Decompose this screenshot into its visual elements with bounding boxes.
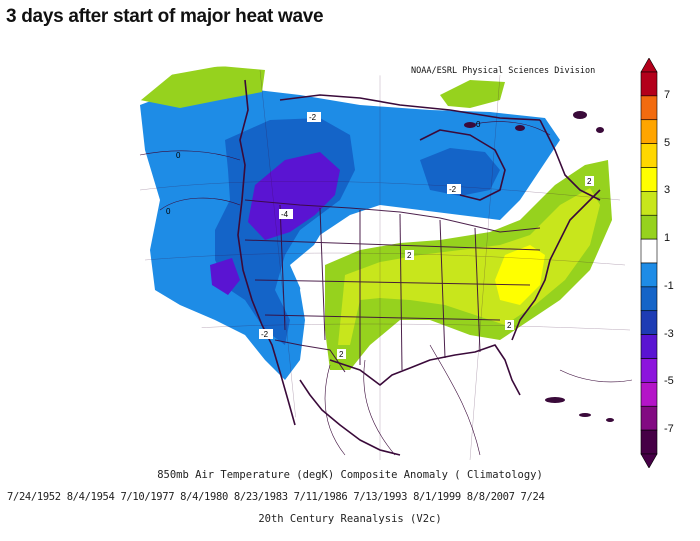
contour-label: 2 [339,350,344,359]
colorbar-swatch [640,95,658,121]
colorbar-bottom-arrow [640,453,658,468]
colorbar-tick-label: -7 [664,423,674,436]
contour-label: 2 [587,177,592,186]
contour-label: 2 [507,321,512,330]
contour-label: -4 [281,210,289,219]
page-title: 3 days after start of major heat wave [6,6,324,27]
colorbar-swatch [640,405,658,431]
coastline-hudson [419,129,506,201]
contour-label: 0 [166,207,171,216]
caption-variable: 850mb Air Temperature (degK) Composite A… [157,469,543,481]
contour-label: 0 [176,151,181,160]
coastline-labrador [539,119,601,201]
colorbar-top-arrow [640,58,658,73]
colorbar-swatch [640,143,658,168]
cold-region-ne [420,148,500,196]
colorbar-swatch [640,119,658,144]
cold-region-3 [248,152,340,240]
anomaly-map: 2 2 2 2 -2 -2 -2 -4 0 0 0 [139,66,632,460]
colorbar-tick-label: -3 [664,327,674,340]
contour-label: -2 [261,330,269,339]
warm-region-3 [495,245,545,305]
credit-label: NOAA/ESRL Physical Sciences Division [411,66,596,76]
colorbar-tick-label: -1 [664,279,674,292]
contour-label: -2 [449,185,457,194]
coastline-mexico [299,379,401,456]
colorbar-swatch [640,310,658,335]
colorbar-swatch [640,167,658,192]
cold-region-3b [210,258,240,295]
contour-label: -2 [309,113,317,122]
contour-label: 0 [476,120,481,129]
colorbar-swatch [640,286,658,312]
colorbar [640,58,658,468]
colorbar-swatch [640,358,658,383]
warm-region-2 [338,188,600,345]
colorbar-tick-label: 5 [664,136,671,149]
border-us-canada [244,199,541,233]
warm-region-ne [440,80,505,108]
colorbar-tick-label: 7 [664,88,671,101]
caption-dataset: 20th Century Reanalysis (V2c) [258,513,442,525]
coastline-arctic [279,94,541,121]
contour-label: 2 [407,251,412,260]
coastline-west [237,79,296,426]
coastline-east [511,189,601,341]
colorbar-swatch [640,429,658,455]
colorbar-tick-label: 1 [664,232,671,245]
colorbar-swatch [640,334,658,359]
colorbar-swatch [640,238,658,264]
colorbar-swatch [640,382,658,407]
colorbar-tick-label: 3 [664,184,671,197]
warm-region-nw [140,66,265,108]
colorbar-swatch [640,191,658,216]
colorbar-swatch [640,214,658,240]
caption-dates: 7/24/1952 8/4/1954 7/10/1977 8/4/1980 8/… [7,491,545,503]
border-us-mexico [274,339,346,373]
colorbar-swatch [640,71,658,97]
colorbar-swatch [640,262,658,288]
coastline-gulf [329,344,521,396]
colorbar-tick-label: -5 [664,375,674,388]
